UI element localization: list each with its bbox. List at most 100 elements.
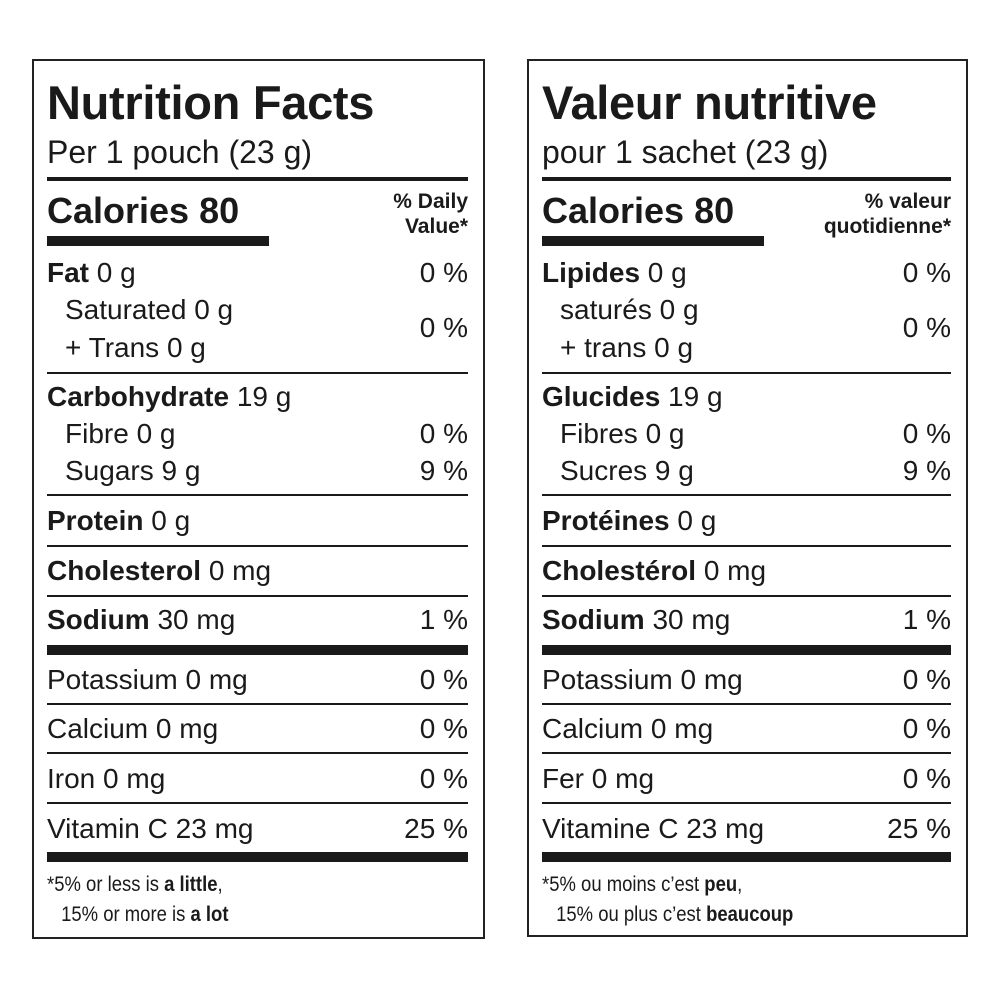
row-potassium: Potassium 0 mg 0 %: [47, 664, 468, 696]
row-iron: Iron 0 mg 0 %: [47, 763, 468, 795]
row-trans: + Trans 0 g: [65, 332, 206, 363]
row-sodium: Sodium 30 mg 1 %: [47, 604, 468, 636]
nutrient-label: Potassium 0 mg: [47, 664, 248, 695]
nutrition-facts-panel-english: Nutrition Facts Per 1 pouch (23 g) Calor…: [32, 59, 485, 939]
daily-value: 1 %: [902, 604, 951, 635]
divider: [47, 802, 468, 804]
nutrient-label: Calcium 0 mg: [47, 713, 219, 744]
row-saturated: saturés 0 g: [560, 294, 699, 325]
row-calcium: Calcium 0 mg 0 %: [47, 713, 468, 745]
daily-value: 25 %: [404, 813, 468, 844]
daily-value: 0 %: [902, 312, 951, 343]
nutrient-label: Sugars 9 g: [65, 455, 201, 486]
row-vitamin-c: Vitamine C 23 mg 25 %: [542, 813, 951, 845]
daily-value: 0 %: [902, 418, 951, 449]
row-saturated: Saturated 0 g: [65, 294, 234, 325]
dv-header-line2: quotidienne*: [823, 215, 951, 238]
daily-value: 0 %: [419, 418, 468, 449]
nutrient-label: Sodium: [47, 604, 150, 635]
nutrient-label: Cholestérol: [542, 555, 697, 586]
divider: [542, 595, 951, 597]
nutrient-label: Sodium: [542, 604, 645, 635]
calories-label: Calories: [542, 190, 685, 231]
row-calcium: Calcium 0 mg 0 %: [542, 713, 951, 745]
row-fat: Fat 0 g 0 %: [47, 257, 468, 289]
calories-bar: [47, 236, 269, 246]
daily-value: 9 %: [902, 455, 951, 486]
dv-header-line1: % Daily: [393, 190, 468, 213]
daily-value-header: % valeur quotidienne*: [824, 189, 951, 239]
daily-value: 0 %: [902, 713, 951, 744]
divider: [47, 177, 468, 181]
row-potassium: Potassium 0 mg 0 %: [542, 664, 951, 696]
row-sugars: Sucres 9 g 9 %: [542, 455, 951, 487]
row-carbohydrate: Glucides 19 g: [542, 381, 951, 413]
nutrition-facts-panel-french: Valeur nutritive pour 1 sachet (23 g) Ca…: [527, 59, 968, 937]
row-carbohydrate: Carbohydrate 19 g: [47, 381, 468, 413]
row-vitamin-c: Vitamin C 23 mg 25 %: [47, 813, 468, 845]
nutrient-label: Lipides: [542, 257, 641, 288]
divider: [47, 494, 468, 496]
divider: [542, 177, 951, 181]
calories: Calories 80: [47, 191, 239, 231]
nutrient-amount: 0 g: [96, 257, 136, 288]
divider: [542, 494, 951, 496]
nutrient-label: Fibres 0 g: [560, 418, 685, 449]
divider: [542, 752, 951, 754]
row-fat: Lipides 0 g 0 %: [542, 257, 951, 289]
row-protein: Protéines 0 g: [542, 505, 951, 537]
nutrient-amount: 19 g: [236, 381, 292, 412]
nutrient-amount: 0 g: [151, 505, 191, 536]
serving-size: pour 1 sachet (23 g): [542, 134, 829, 170]
calories-label: Calories: [47, 190, 190, 231]
footnote-text: 15% or more is: [61, 903, 191, 926]
footnote-emphasis: a little: [164, 873, 218, 896]
nutrient-label: Calcium 0 mg: [542, 713, 714, 744]
nutrient-label: Fer 0 mg: [542, 763, 655, 794]
footnote-emphasis: beaucoup: [706, 903, 794, 926]
footnote-emphasis: peu: [704, 873, 738, 896]
nutrient-label: Carbohydrate: [47, 381, 230, 412]
dv-header-line2: Value*: [404, 215, 468, 238]
divider: [47, 545, 468, 547]
thick-divider: [542, 645, 951, 655]
footnote-text: *5% or less is: [47, 873, 165, 896]
daily-value: 0 %: [419, 713, 468, 744]
row-fibre: Fibres 0 g 0 %: [542, 418, 951, 450]
nutrient-amount: 30 mg: [157, 604, 236, 635]
footnote-text: 15% ou plus c’est: [556, 903, 707, 926]
divider: [542, 372, 951, 374]
daily-value-header: % Daily Value*: [393, 189, 468, 239]
daily-value: 0 %: [419, 312, 468, 343]
divider: [47, 703, 468, 705]
nutrient-label: Vitamine C 23 mg: [542, 813, 765, 844]
footnote-text: *5% ou moins c’est: [542, 873, 705, 896]
nutrient-amount: 0 g: [677, 505, 717, 536]
row-cholesterol: Cholesterol 0 mg: [47, 555, 468, 587]
nutrient-label: Fibre 0 g: [65, 418, 176, 449]
nutrient-label: Cholesterol: [47, 555, 202, 586]
row-protein: Protein 0 g: [47, 505, 468, 537]
nutrient-amount: 19 g: [668, 381, 723, 412]
footnote-line1: *5% ou moins c’est peu,: [542, 870, 742, 900]
footnote-text: ,: [217, 873, 223, 896]
daily-value: 0 %: [902, 763, 951, 794]
daily-value: 0 %: [419, 763, 468, 794]
daily-value: 25 %: [887, 813, 951, 844]
panel-title: Valeur nutritive: [542, 76, 877, 129]
nutrient-label: Fat: [47, 257, 89, 288]
daily-value: 0 %: [902, 664, 951, 695]
daily-value: 1 %: [419, 604, 468, 635]
nutrient-label: Potassium 0 mg: [542, 664, 743, 695]
divider: [47, 595, 468, 597]
footnote-text: ,: [737, 873, 743, 896]
nutrient-amount: 0 mg: [208, 555, 272, 586]
divider: [47, 372, 468, 374]
calories: Calories 80: [542, 191, 734, 231]
divider: [542, 545, 951, 547]
dv-header-line1: % valeur: [864, 190, 951, 213]
nutrient-label: Sucres 9 g: [560, 455, 694, 486]
nutrient-label: Iron 0 mg: [47, 763, 166, 794]
daily-value: 9 %: [419, 455, 468, 486]
nutrient-amount: 30 mg: [652, 604, 731, 635]
